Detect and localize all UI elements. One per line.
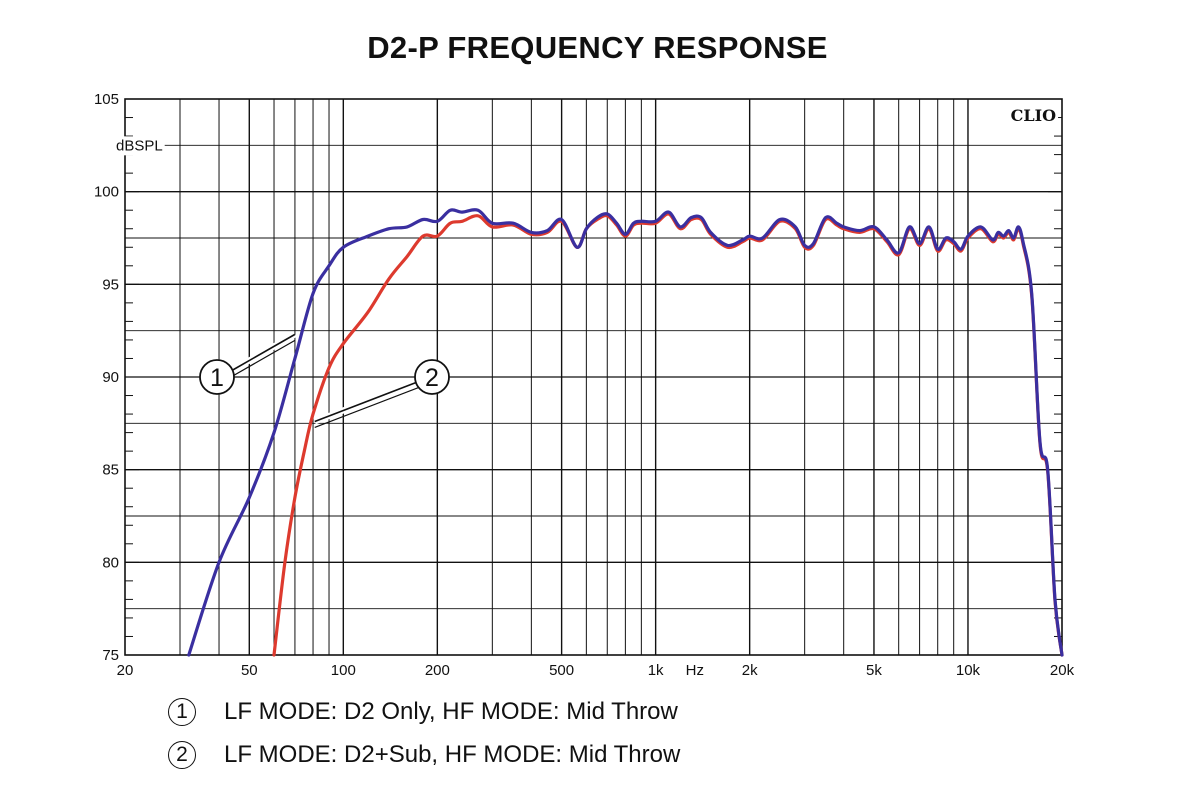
legend-marker-2: 2 — [168, 741, 196, 769]
x-tick-label: 50 — [241, 662, 258, 679]
callout-leader — [230, 339, 296, 378]
y-axis-label: dBSPL — [116, 137, 163, 154]
x-tick-label: 5k — [866, 662, 882, 679]
legend-entry-2: 2 LF MODE: D2+Sub, HF MODE: Mid Throw — [168, 741, 680, 769]
x-axis-unit: Hz — [686, 662, 704, 679]
y-tick-label: 105 — [94, 91, 119, 108]
y-tick-label: 90 — [102, 369, 119, 386]
x-tick-label: 10k — [956, 662, 981, 679]
axis-labels: 105 100 95 90 85 80 75 dBSPL 20 50 100 200 500 1k 2k 5k… — [94, 91, 1075, 679]
x-tick-label: 200 — [425, 662, 450, 679]
x-tick-label: 500 — [549, 662, 574, 679]
x-tick-label: 20k — [1050, 662, 1075, 679]
callout-2: 2 — [313, 359, 450, 429]
x-tick-label: 1k — [648, 662, 664, 679]
callout-1: 1 — [199, 331, 297, 395]
x-tick-label: 20 — [117, 662, 134, 679]
series-line-1 — [187, 208, 1064, 657]
clio-logo-bg — [1007, 105, 1059, 126]
callout-number: 2 — [425, 364, 439, 392]
callout-circle — [199, 359, 235, 395]
y-tick-label: 95 — [102, 276, 119, 293]
legend-entry-1: 1 LF MODE: D2 Only, HF MODE: Mid Throw — [168, 698, 678, 726]
series-line-2 — [272, 212, 1064, 657]
y-axis-label-bg — [114, 136, 165, 156]
y-tick-label: 75 — [102, 647, 119, 664]
x-tick-label: 100 — [331, 662, 356, 679]
chart-title: D2-P FREQUENCY RESPONSE — [367, 30, 828, 65]
series-layer — [187, 208, 1064, 657]
x-tick-label: 2k — [742, 662, 758, 679]
callout-number: 1 — [210, 364, 224, 392]
grid — [124, 98, 1063, 656]
y-tick-label: 85 — [102, 462, 119, 479]
y-tick-label: 100 — [94, 184, 119, 201]
legend-text-1: LF MODE: D2 Only, HF MODE: Mid Throw — [224, 698, 678, 725]
legend-text-2: LF MODE: D2+Sub, HF MODE: Mid Throw — [224, 741, 681, 768]
legend-marker-1: 1 — [168, 698, 196, 726]
callout-circle — [414, 359, 450, 395]
callout-leader — [230, 333, 296, 372]
y-tick-label: 80 — [102, 554, 119, 571]
clio-logo: CLIO — [1011, 106, 1056, 125]
